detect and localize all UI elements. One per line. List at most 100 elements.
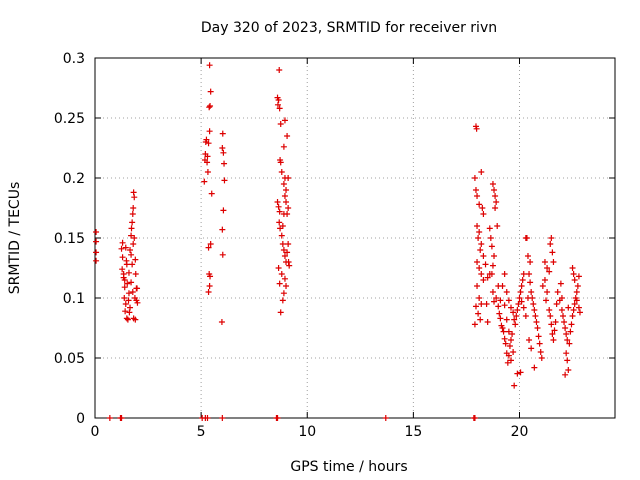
data-point (218, 319, 225, 325)
data-point (281, 193, 288, 199)
data-point (125, 290, 132, 297)
data-point (564, 337, 571, 343)
data-point (122, 308, 129, 315)
data-point (207, 241, 214, 247)
data-point (570, 271, 577, 277)
data-point (511, 382, 518, 389)
data-point (504, 359, 511, 366)
data-point (274, 415, 281, 421)
data-point (274, 199, 281, 205)
data-point (561, 319, 568, 325)
data-point (506, 343, 513, 349)
data-point (558, 295, 565, 301)
data-point (206, 128, 213, 135)
data-point (118, 245, 125, 252)
data-point (526, 337, 533, 343)
data-point (131, 235, 138, 241)
data-point (483, 301, 490, 307)
data-point (491, 187, 498, 193)
data-point (558, 307, 565, 313)
data-point (541, 259, 548, 265)
data-point (284, 249, 291, 256)
data-point (528, 345, 535, 352)
data-point (284, 133, 291, 139)
data-point (207, 273, 214, 280)
data-point (509, 331, 516, 337)
data-point (119, 266, 126, 273)
data-point (533, 319, 540, 325)
data-point (524, 295, 531, 301)
data-point (131, 194, 138, 201)
data-point (128, 225, 135, 232)
data-point (120, 271, 127, 277)
data-point (127, 247, 134, 253)
data-point (565, 304, 572, 311)
data-point (563, 331, 570, 337)
data-point (129, 289, 136, 295)
data-point (495, 303, 502, 310)
data-point (505, 328, 512, 335)
data-point (519, 277, 526, 283)
data-point (497, 297, 504, 304)
data-point (221, 177, 228, 184)
data-point (118, 415, 125, 421)
data-point (508, 357, 514, 364)
data-point (538, 355, 545, 361)
data-point (500, 328, 507, 335)
data-point (473, 125, 480, 132)
data-point (573, 289, 580, 295)
data-point (475, 235, 482, 241)
data-point (557, 280, 564, 287)
grid-lines (95, 58, 615, 418)
data-point (106, 415, 113, 421)
data-point (535, 333, 542, 340)
data-point (126, 309, 133, 316)
data-point (471, 415, 478, 421)
data-point (478, 301, 485, 307)
data-point (128, 251, 135, 258)
y-axis-label: SRMTID / TECUs (7, 182, 23, 295)
data-point (515, 301, 522, 307)
data-point (534, 325, 541, 331)
data-point (552, 319, 559, 325)
data-point (560, 313, 566, 319)
data-point (510, 349, 517, 355)
data-point (281, 275, 288, 282)
data-point (526, 271, 533, 277)
data-point (128, 279, 135, 286)
data-point (543, 297, 550, 304)
data-point (201, 178, 208, 185)
data-point (278, 232, 285, 239)
data-point (93, 257, 100, 264)
data-point (484, 319, 491, 325)
data-point (494, 223, 501, 229)
data-point (206, 283, 213, 289)
data-point (536, 340, 543, 347)
data-point (279, 297, 286, 304)
y-tick-label: 0.3 (63, 51, 85, 67)
data-point (491, 253, 498, 259)
data-point (132, 271, 139, 277)
y-tick-label: 0.15 (54, 231, 85, 247)
data-point (130, 189, 137, 196)
data-point (130, 315, 137, 322)
data-point (489, 289, 496, 295)
data-point (546, 268, 553, 275)
data-point (219, 251, 226, 258)
data-point (505, 352, 512, 359)
data-point (503, 289, 510, 295)
data-point (129, 211, 136, 217)
data-point (517, 289, 524, 295)
data-point (205, 140, 212, 147)
data-point (283, 199, 290, 205)
data-point (279, 223, 286, 229)
data-point (495, 283, 502, 289)
data-point (493, 199, 500, 205)
data-point (474, 259, 481, 265)
data-point (125, 269, 132, 276)
data-point (511, 316, 518, 323)
data-point (544, 289, 551, 295)
data-point (569, 313, 576, 319)
data-point (277, 121, 284, 127)
y-tick-label: 0.05 (54, 351, 85, 367)
